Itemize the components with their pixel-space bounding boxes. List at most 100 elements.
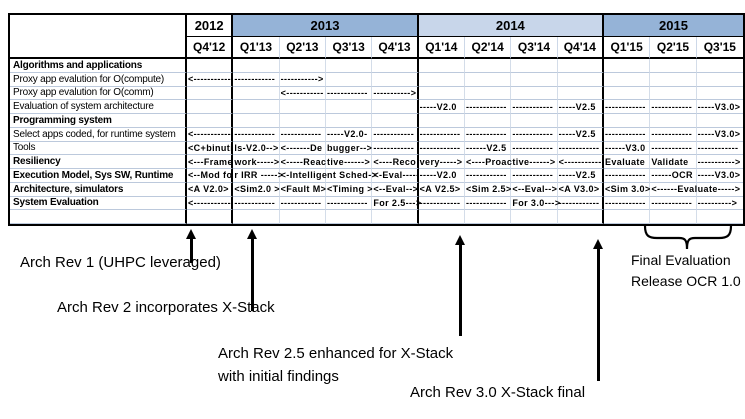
timeline-cell: ------------ [464,100,512,114]
timeline-cell: uate-----> [696,183,743,197]
row-label: Tools [10,141,187,156]
timeline-cell: ------------ [464,127,512,142]
timeline-cell: ------------ [650,141,697,156]
quarter-header: Q1'15 [603,37,651,59]
timeline-cell: ------------ [325,196,373,211]
timeline-cell: <Fault M> [279,182,326,197]
timeline-cell: -----------> [372,86,419,101]
quarter-header: Q4'14 [557,37,604,59]
row-label: Proxy app evalution for O(comm) [10,86,187,101]
timeline-cell: <---Frame [187,155,234,169]
timeline-cell: nt Sched-> [325,169,377,183]
timeline-cell: ------V3.0 [603,141,651,156]
timeline-cell: -----V2.5 [557,100,604,114]
timeline-cell: <------Eval [650,182,697,197]
row-label: Evaluation of system architecture [10,100,187,114]
timeline-cell: ------------ [372,141,419,156]
timeline-cell: -----V2.0 [418,169,465,183]
timeline-cell: For 2.5---> [372,196,421,211]
timeline-cell: ----------> [696,197,743,211]
timeline-cell [187,59,234,73]
timeline-cell: r IRR -----> [233,169,283,183]
timeline-cell [603,72,651,87]
timeline-cell: -----------> [696,155,743,169]
timeline-cell [511,86,558,101]
timeline-cell: ls-V2.0--> [233,141,280,156]
timeline-cell: <Sim 2.5> [464,182,512,197]
arrow-up-icon [247,229,257,239]
timeline-cell: <----------- [187,127,234,142]
row-label: Programming system [10,114,187,128]
arrow-up-icon [593,239,603,249]
timeline-cell [418,59,465,73]
year-header-2015: 2015 [603,15,743,37]
timeline-cell [464,59,512,73]
annotation-arch-rev-2: Arch Rev 2 incorporates X-Stack [57,299,275,316]
timeline-cell: ------------ [233,127,280,142]
timeline-cell: For 3.0---> [511,196,560,211]
timeline-cell: ------------ [603,100,651,114]
timeline-cell: <Timing > [325,182,373,197]
annotation-line: Release OCR 1.0 [631,273,741,289]
timeline-cell: ------OCR [650,169,697,183]
row-label: Resiliency [10,155,187,169]
timeline-cell [603,59,651,73]
timeline-cell [511,59,558,73]
quarter-header: Q1'13 [233,37,280,59]
timeline-cell: ------------ [233,72,280,87]
timeline-cell [279,210,326,224]
timeline-cell: ------------ [464,196,512,211]
timeline-cell [557,59,604,73]
timeline-cell: <----------- [187,196,234,211]
final-evaluation-brace-icon [643,225,733,250]
year-header-2012: 2012 [187,15,234,37]
arch-rev-1-arrow [185,229,197,263]
row-label: Execution Model, Sys SW, Runtime [10,169,187,183]
annotation-line: Final Evaluation [631,252,731,268]
timeline-cell [696,114,743,128]
timeline-cell [233,114,280,128]
timeline-cell: -----------> [279,72,326,87]
year-header-2014: 2014 [418,15,604,37]
timeline-cell: ------------ [464,169,512,183]
timeline-cell: <----------- [279,86,326,101]
timeline-cell [650,86,697,101]
table-corner [10,15,187,59]
timeline-cell [464,86,512,101]
timeline-cell: <-Eval----- [372,169,419,183]
timeline-cell [464,210,512,224]
timeline-cell [325,100,373,114]
timeline-cell [511,114,558,128]
timeline-cell [372,114,419,128]
row-label: Proxy app evalution for O(compute) [10,72,187,87]
timeline-cell [511,72,558,87]
timeline-table: 2012 2013 2014 2015 Q4'12 Q1'13 Q2'13 Q3'13 Q4'1… [8,13,745,226]
timeline-cell: ------------ [279,127,326,142]
timeline-cell: ------------ [418,196,465,211]
arrow-up-icon [455,235,465,245]
timeline-cell: Evaluate [603,155,651,169]
timeline-cell [279,59,326,73]
timeline-cell [372,100,419,114]
timeline-cell [557,210,604,224]
timeline-cell: <--Eval--> [511,182,558,197]
timeline-cell [233,59,280,73]
timeline-cell: <--Eval--> [372,182,419,197]
timeline-cell [464,72,512,87]
timeline-cell: -----V2.5 [557,127,604,142]
row-label: Architecture, simulators [10,182,187,197]
timeline-cell [187,86,234,101]
timeline-cell [418,72,465,87]
timeline-cell: <--Mod fo [187,169,234,183]
timeline-cell: <-------De [279,141,326,156]
timeline-cell: <----Proac [464,155,512,169]
timeline-cell [233,210,280,224]
timeline-cell [325,72,373,87]
timeline-cell [696,210,743,224]
arch-rev-3-arrow [592,239,604,381]
timeline-cell: ------------ [557,196,604,211]
row-label [10,210,187,224]
timeline-cell: Validate [650,155,697,169]
annotation-line: Arch Rev 2.5 enhanced for X-Stack [218,345,454,362]
timeline-cell [233,100,280,114]
